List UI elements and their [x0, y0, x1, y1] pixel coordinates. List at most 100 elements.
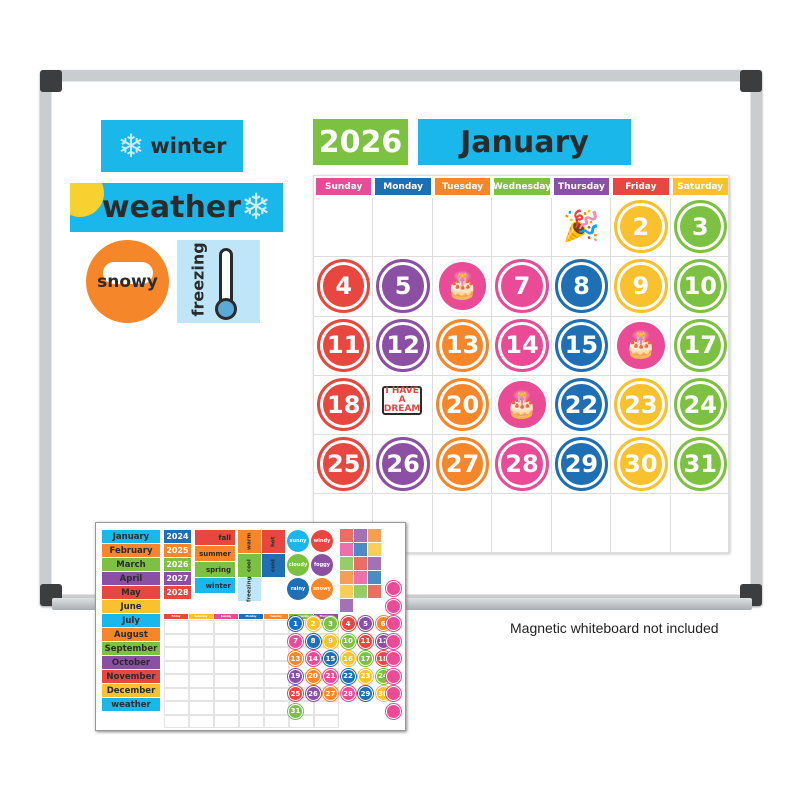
calendar-cell[interactable] [373, 257, 433, 317]
day-header-thursday: Thursday [553, 178, 610, 195]
day-number-18[interactable]: 18 [317, 377, 371, 432]
calendar-cell[interactable] [611, 257, 671, 317]
calendar-cell[interactable] [373, 435, 433, 495]
day-number-30[interactable]: 30 [614, 437, 668, 491]
dream-speech-bubble[interactable]: I HAVE A DREAM [382, 385, 422, 416]
kit-mini-cell [189, 620, 214, 634]
kit-year-card: 2025 [164, 544, 191, 557]
day-number-8[interactable]: 8 [554, 259, 609, 313]
calendar-cell[interactable] [492, 375, 552, 436]
calendar-cell[interactable] [492, 494, 552, 554]
day-number-24[interactable]: 24 [673, 377, 727, 432]
day-number-11[interactable]: 11 [317, 318, 371, 373]
day-number-2[interactable]: 2 [614, 200, 668, 254]
calendar-cell[interactable] [373, 375, 433, 436]
calendar-cell[interactable] [611, 316, 671, 376]
calendar-cell[interactable] [314, 257, 374, 317]
kit-birthday-cake-icon [385, 685, 402, 702]
kit-holiday-icon [354, 571, 367, 584]
calendar-cell[interactable] [670, 198, 730, 258]
kit-mini-cell [239, 701, 264, 715]
day-number-27[interactable]: 27 [435, 437, 490, 491]
day-number-31[interactable]: 31 [673, 437, 727, 491]
calendar-cell[interactable] [314, 435, 374, 495]
day-number-20[interactable]: 20 [435, 377, 490, 432]
calendar-cell[interactable] [432, 494, 493, 554]
calendar-cell[interactable] [314, 198, 374, 258]
calendar-cell[interactable] [670, 375, 730, 436]
day-number-3[interactable]: 3 [673, 200, 727, 254]
calendar-cell[interactable] [314, 316, 374, 376]
snowy-card[interactable]: snowy [86, 240, 169, 323]
calendar-cell[interactable] [373, 316, 433, 376]
calendar-cell[interactable] [432, 198, 493, 258]
calendar-cell[interactable] [670, 316, 730, 376]
calendar-cell[interactable] [670, 257, 730, 317]
calendar-cell[interactable] [314, 375, 374, 436]
calendar-cell[interactable] [551, 435, 612, 495]
day-number-25[interactable]: 25 [317, 437, 371, 491]
day-number-7[interactable]: 7 [495, 259, 549, 313]
kit-holiday-icon [340, 529, 353, 542]
kit-mini-cell [214, 674, 239, 688]
day-number-13[interactable]: 13 [435, 318, 490, 373]
day-number-15[interactable]: 15 [554, 318, 609, 373]
kit-weather-circle: rainy [287, 578, 309, 600]
calendar-cell[interactable] [670, 435, 730, 495]
kit-holiday-icon [368, 557, 381, 570]
weather-header-card[interactable]: weather ❄ [70, 183, 283, 232]
day-number-28[interactable]: 28 [495, 437, 549, 491]
calendar-cell[interactable] [432, 375, 493, 436]
kit-mini-cell [264, 674, 289, 688]
birthday-cake-icon[interactable]: 🎂 [614, 318, 668, 373]
month-card[interactable]: January [418, 119, 631, 165]
calendar-cell[interactable] [551, 494, 612, 554]
calendar-cell[interactable] [492, 435, 552, 495]
calendar-cell[interactable] [432, 435, 493, 495]
kit-month-card: May [102, 586, 160, 599]
calendar-cell[interactable] [432, 257, 493, 317]
day-number-22[interactable]: 22 [554, 377, 609, 432]
calendar-cell[interactable] [551, 316, 612, 376]
kit-month-card: March [102, 558, 160, 571]
season-card[interactable]: ❄ winter [101, 120, 243, 172]
calendar-cell[interactable] [551, 198, 612, 258]
birthday-cake-icon[interactable]: 🎂 [435, 259, 490, 313]
kit-weather-circle: cloudy [287, 554, 309, 576]
calendar-cell[interactable] [551, 375, 612, 436]
calendar-cell[interactable] [611, 198, 671, 258]
day-number-17[interactable]: 17 [673, 318, 727, 373]
calendar-cell[interactable] [611, 435, 671, 495]
calendar-cell[interactable] [492, 257, 552, 317]
day-header-tuesday: Tuesday [434, 178, 491, 195]
day-number-12[interactable]: 12 [376, 318, 430, 373]
kit-month-card: June [102, 600, 160, 613]
day-number-10[interactable]: 10 [673, 259, 727, 313]
kit-temperature-card: freezing [238, 577, 261, 602]
birthday-cake-icon[interactable]: 🎂 [495, 377, 549, 432]
calendar-cell[interactable] [551, 257, 612, 317]
year-card[interactable]: 2026 [313, 119, 408, 165]
day-number-26[interactable]: 26 [376, 437, 430, 491]
calendar-cell[interactable] [611, 494, 671, 554]
calendar-cell[interactable] [432, 316, 493, 376]
calendar-cell[interactable] [492, 198, 552, 258]
day-number-4[interactable]: 4 [317, 259, 371, 313]
calendar-cell[interactable] [611, 375, 671, 436]
party-hat-icon[interactable]: 🎉 [562, 209, 601, 245]
day-number-9[interactable]: 9 [614, 259, 668, 313]
day-number-29[interactable]: 29 [554, 437, 609, 491]
day-number-14[interactable]: 14 [495, 318, 549, 373]
calendar-cell[interactable] [492, 316, 552, 376]
calendar-cell[interactable] [670, 494, 730, 554]
kit-mini-cell [264, 660, 289, 674]
kit-number-circle: 11 [357, 632, 374, 650]
kit-weather-circle: foggy [311, 554, 333, 576]
day-header-wednesday: Wednesday [493, 178, 551, 195]
freezing-card[interactable]: freezing [177, 240, 260, 323]
day-number-23[interactable]: 23 [614, 377, 668, 432]
day-number-5[interactable]: 5 [376, 259, 430, 313]
kit-mini-cell [164, 701, 189, 715]
kit-mini-cell [239, 633, 264, 647]
calendar-cell[interactable] [373, 198, 433, 258]
